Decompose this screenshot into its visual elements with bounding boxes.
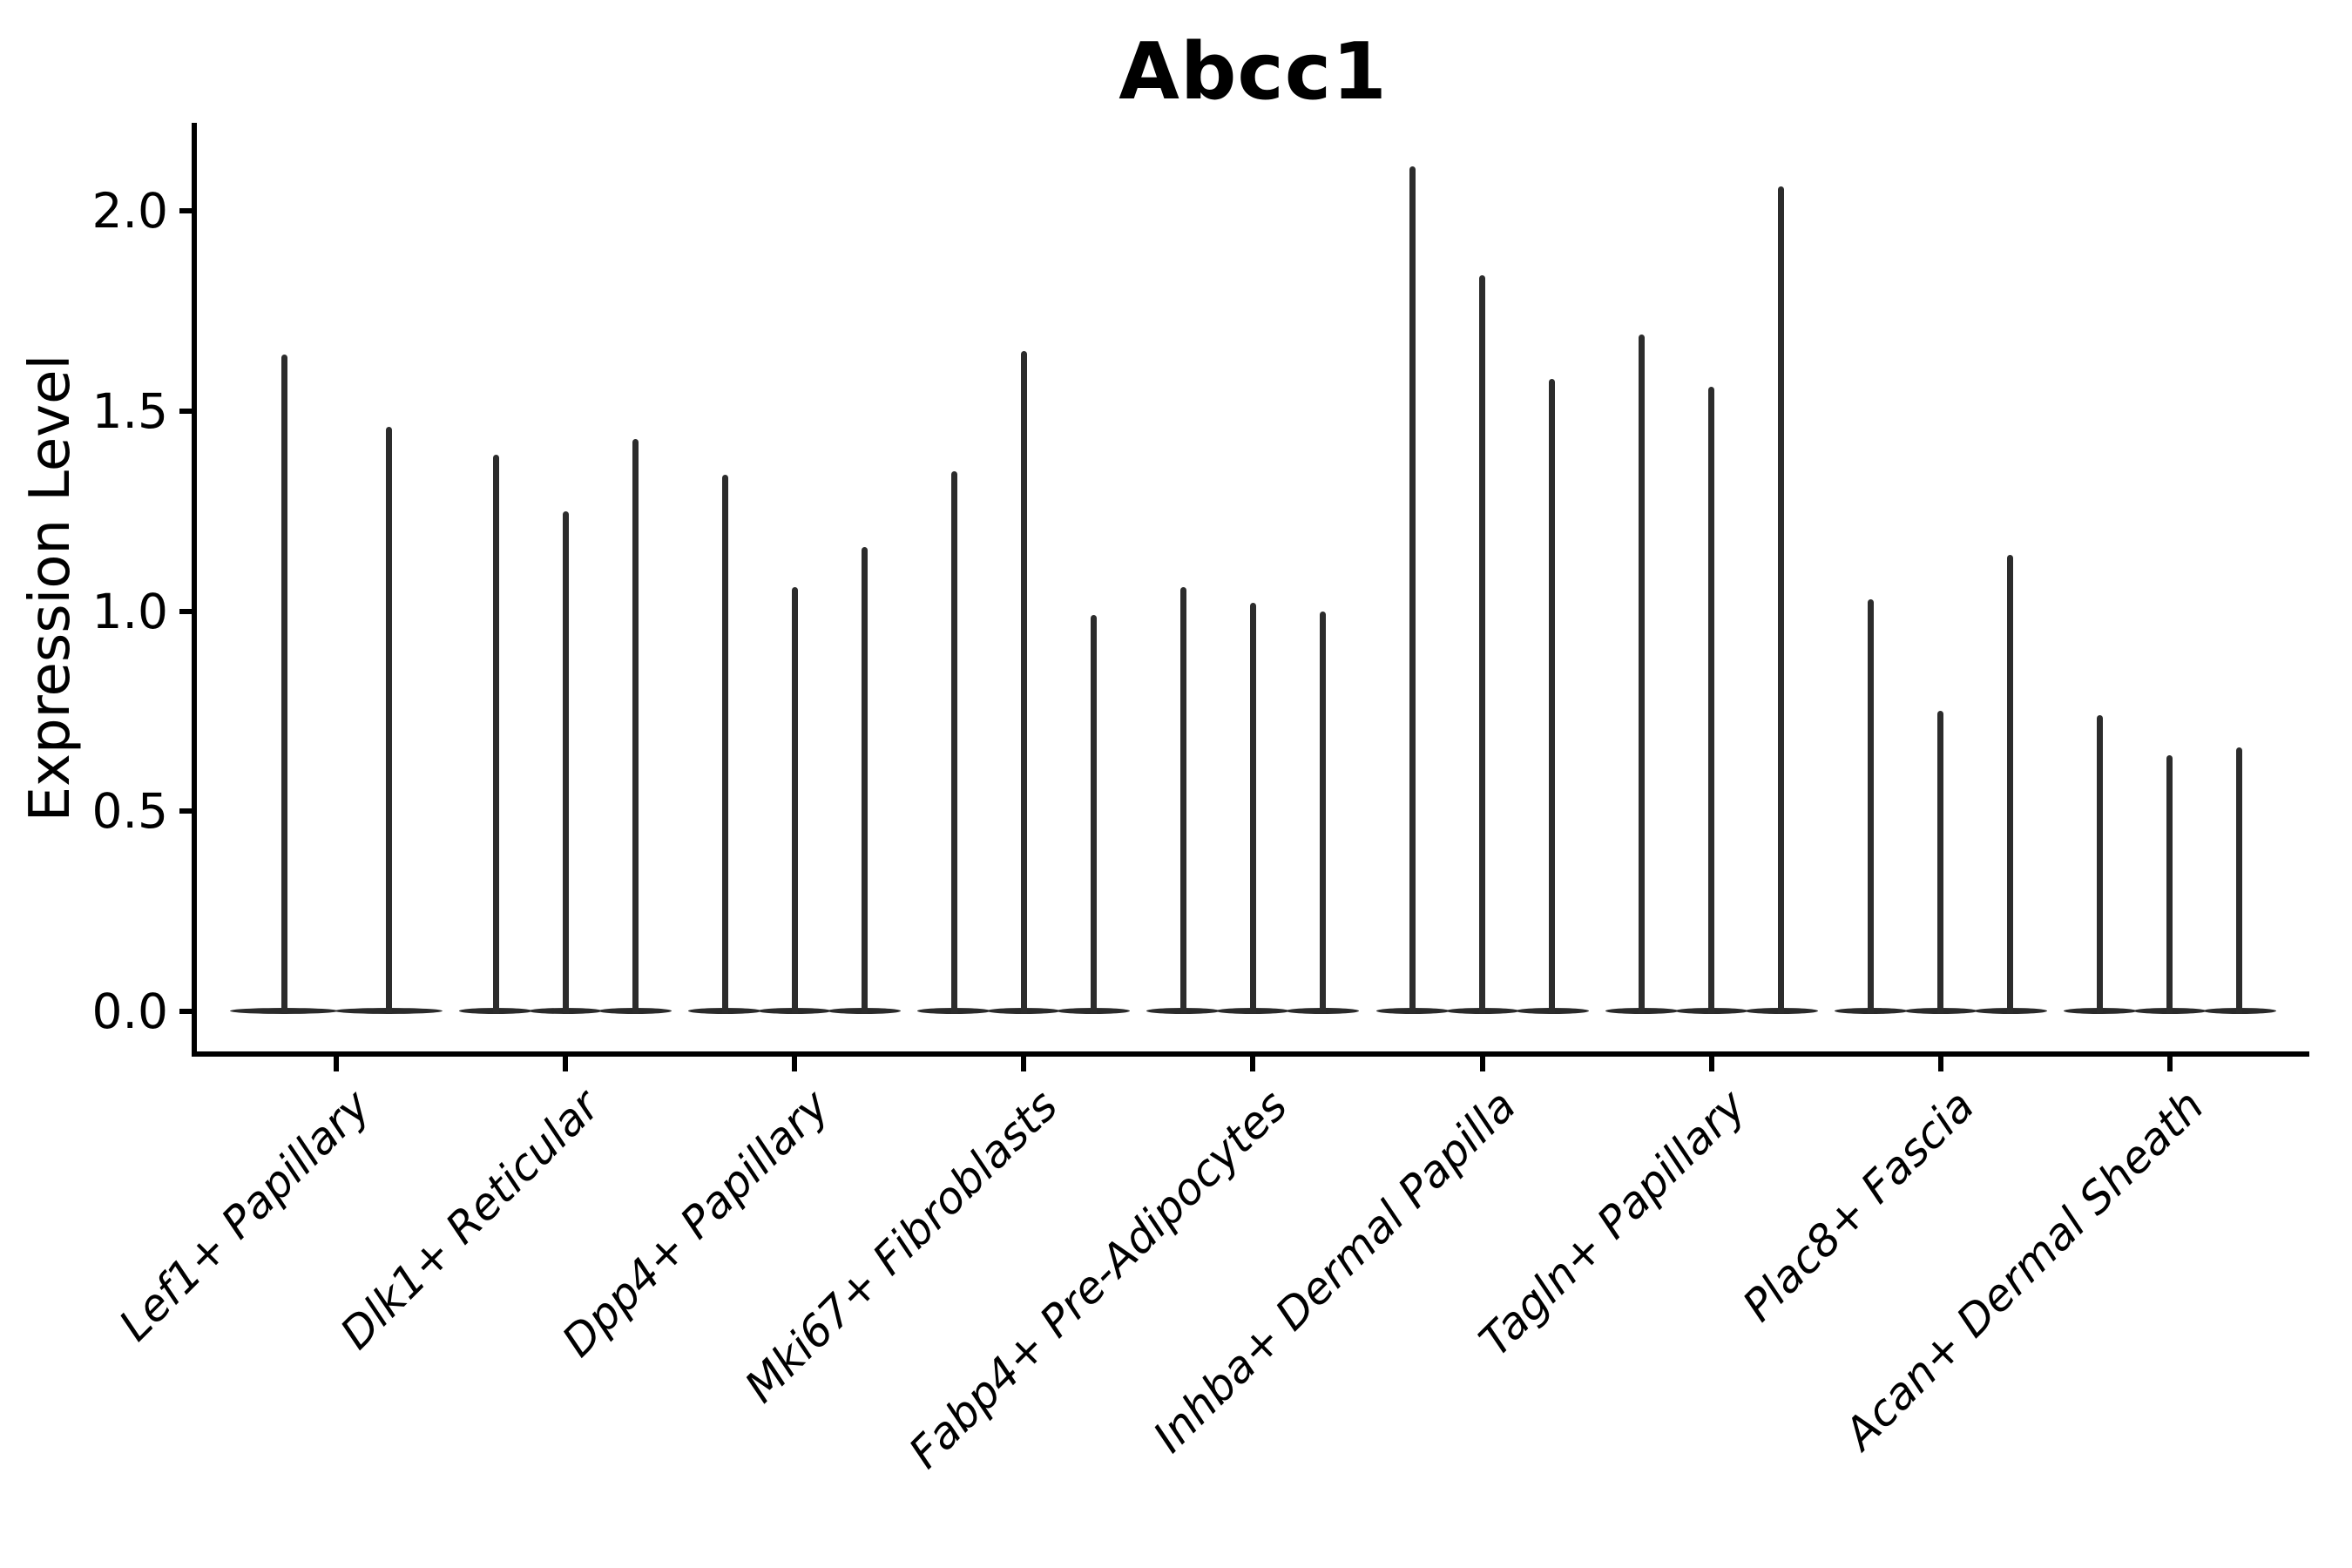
x-tick-label: Plac8+ Fascia	[1733, 1080, 1984, 1332]
x-tick-mark	[2166, 1057, 2173, 1071]
violin	[1778, 186, 1785, 1014]
violin	[2007, 555, 2014, 1014]
violin	[861, 546, 868, 1014]
y-tick-mark	[179, 208, 197, 213]
x-tick-mark	[334, 1057, 339, 1071]
violin	[2166, 754, 2173, 1014]
violin	[1479, 274, 1485, 1014]
violin	[1090, 615, 1097, 1014]
violin	[1708, 387, 1715, 1014]
violin	[385, 427, 392, 1014]
violin	[1639, 335, 1646, 1014]
violin	[2097, 714, 2104, 1014]
violin	[1937, 711, 1944, 1014]
y-axis-line	[192, 123, 197, 1057]
violin	[2236, 747, 2243, 1014]
y-tick-mark	[179, 808, 197, 814]
violin	[492, 455, 499, 1014]
x-tick-label: Fabp4+ Pre-Adipocytes	[899, 1080, 1297, 1478]
y-tick-label: 0.5	[91, 783, 168, 840]
x-tick-mark	[1937, 1057, 1943, 1071]
y-tick-label: 0.0	[91, 983, 168, 1039]
violin	[791, 586, 798, 1014]
violin	[1020, 350, 1027, 1014]
violin	[632, 438, 639, 1014]
x-tick-mark	[1708, 1057, 1714, 1071]
y-tick-mark	[179, 408, 197, 414]
violin	[950, 470, 957, 1014]
x-tick-mark	[1021, 1057, 1027, 1071]
violin	[562, 510, 569, 1014]
y-tick-mark	[179, 608, 197, 614]
violin	[1179, 586, 1186, 1014]
x-tick-mark	[563, 1057, 569, 1071]
violin	[1319, 611, 1326, 1014]
chart-title: Abcc1	[1119, 26, 1388, 118]
x-tick-label: Dlk1+ Reticular	[330, 1080, 610, 1359]
violin	[280, 355, 287, 1014]
y-tick-label: 1.0	[91, 583, 168, 639]
y-tick-label: 1.5	[91, 382, 168, 439]
x-tick-mark	[1250, 1057, 1256, 1071]
y-tick-label: 2.0	[91, 183, 168, 239]
violin	[1549, 378, 1555, 1014]
x-tick-mark	[1479, 1057, 1485, 1071]
violin	[721, 475, 728, 1014]
x-tick-mark	[792, 1057, 798, 1071]
x-axis-line	[192, 1051, 2309, 1057]
violin	[1249, 603, 1256, 1014]
violin	[1409, 166, 1416, 1014]
x-tick-label: Lef1+ Papillary	[109, 1080, 381, 1351]
violin	[1868, 598, 1875, 1014]
y-tick-mark	[179, 1009, 197, 1014]
